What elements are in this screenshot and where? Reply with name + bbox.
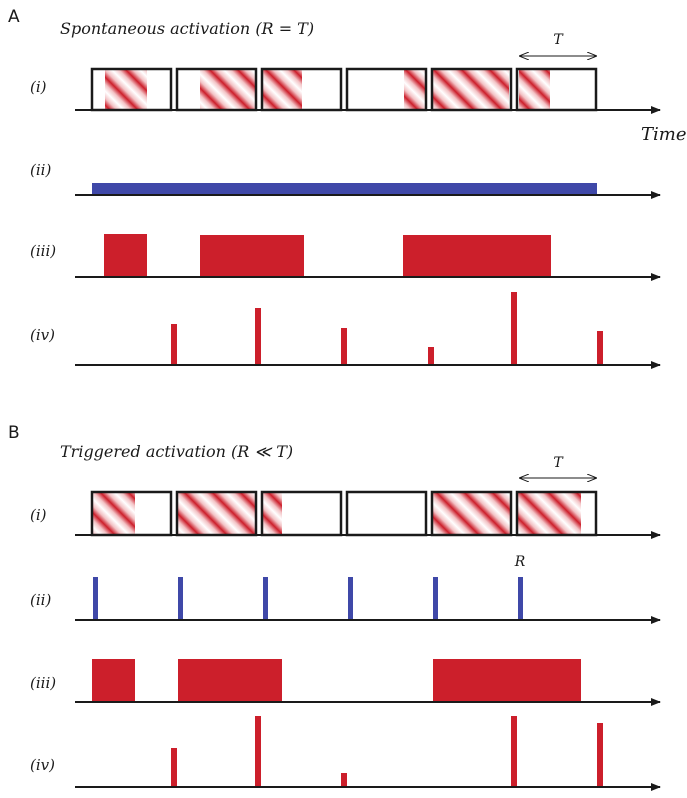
panel-b-title: Triggered activation (R ≪ T)	[60, 442, 293, 461]
panel-a-activity-block	[403, 235, 551, 277]
panel-b-hatched-window	[178, 493, 255, 535]
panel-b-trigger-pulse	[263, 577, 268, 620]
panel-a-hatched-window	[263, 70, 302, 110]
panel-b-trigger-pulse	[93, 577, 98, 620]
panel-a-spike	[255, 308, 261, 365]
panel-b-hatched-window	[433, 493, 510, 535]
panel-a-hatched-window	[200, 70, 255, 110]
panel-a-continuous-drive-bar	[92, 183, 597, 194]
panel-a-row-ii	[75, 183, 661, 199]
panel-a-row-iv	[75, 292, 661, 369]
panel-a-spike	[428, 347, 434, 365]
panel-b-spike	[597, 723, 603, 787]
panel-b-period-box	[345, 490, 428, 537]
panel-a-spike	[341, 328, 347, 365]
panel-a-period-label: T	[553, 32, 564, 48]
panel-b-row-iv	[75, 716, 661, 791]
panel-a-row-label-ii: (ii)	[30, 161, 51, 179]
panel-a-title: Spontaneous activation (R = T)	[60, 19, 314, 38]
panel-a-spike	[511, 292, 517, 365]
panel-b: B Triggered activation (R ≪ T) (i) (ii) …	[8, 423, 661, 791]
panel-b-spike	[341, 773, 347, 787]
panel-a-hatched-window	[433, 70, 509, 110]
panel-b-row-i	[75, 490, 661, 539]
panel-a-row-label-iv: (iv)	[30, 326, 55, 344]
panel-b-spike	[171, 748, 177, 787]
panel-b-letter: B	[8, 423, 20, 443]
panel-b-row-label-iv: (iv)	[30, 756, 55, 774]
time-axis-label: Time	[641, 124, 686, 145]
panel-a: A Spontaneous activation (R = T) (i) (ii…	[8, 7, 686, 369]
panel-b-trigger-pulse	[518, 577, 523, 620]
panel-b-trigger-pulse	[348, 577, 353, 620]
panel-a-spike	[171, 324, 177, 365]
panel-b-activity-block	[178, 659, 282, 702]
panel-b-trigger-pulse	[433, 577, 438, 620]
panel-a-hatched-window	[519, 70, 550, 110]
panel-b-trigger-pulse	[178, 577, 183, 620]
panel-b-hatched-window	[93, 493, 135, 535]
panel-b-row-label-ii: (ii)	[30, 591, 51, 609]
panel-a-activity-block	[104, 234, 147, 277]
panel-a-hatched-window	[105, 70, 147, 110]
panel-a-activity-block	[200, 235, 304, 277]
panel-b-activity-block	[433, 659, 581, 702]
panel-b-activity-block	[92, 659, 135, 702]
panel-a-row-iii	[75, 234, 661, 281]
panel-b-period-label: T	[553, 455, 564, 471]
panel-b-hatched-window	[518, 493, 581, 535]
panel-b-spike	[511, 716, 517, 787]
panel-a-row-i: Time	[75, 67, 686, 145]
panel-b-refractory-label: R	[514, 554, 526, 570]
panel-a-spike	[597, 331, 603, 365]
panel-a-hatched-window	[404, 70, 425, 110]
panel-b-row-label-iii: (iii)	[30, 674, 56, 692]
panel-a-row-label-iii: (iii)	[30, 242, 56, 260]
panel-a-row-label-i: (i)	[30, 78, 47, 96]
panel-a-letter: A	[8, 7, 20, 27]
panel-b-row-iii	[75, 659, 661, 706]
panel-b-row-label-i: (i)	[30, 506, 47, 524]
panel-b-row-ii: R	[75, 554, 661, 624]
panel-b-spike	[255, 716, 261, 787]
panel-b-hatched-window	[263, 493, 282, 535]
